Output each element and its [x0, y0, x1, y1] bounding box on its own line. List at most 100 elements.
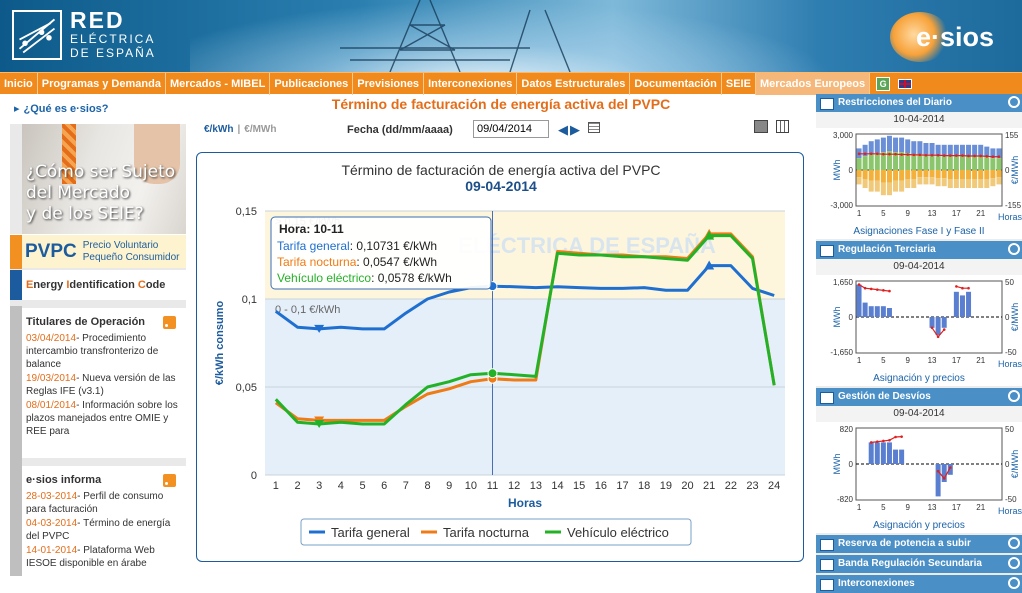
mini-bar[interactable] [911, 141, 917, 155]
mini-bar[interactable] [874, 153, 880, 170]
mini-bar[interactable] [966, 170, 972, 179]
mini-bar[interactable] [947, 144, 953, 157]
ree-logo-icon[interactable] [12, 10, 62, 60]
news-item[interactable]: 08/01/2014- Información sobre los plazos… [26, 399, 182, 438]
mini-bar[interactable] [966, 144, 972, 157]
what-is-esios-link[interactable]: ¿Qué es e·sios? [10, 94, 186, 124]
mini-bar[interactable] [923, 170, 929, 178]
legend-item[interactable]: Tarifa general [309, 525, 410, 540]
mini-bar[interactable] [862, 156, 868, 170]
news-item[interactable]: 19/03/2014- Nueva versión de las Reglas … [26, 372, 182, 398]
mini-bar[interactable] [941, 156, 947, 170]
eic-link[interactable]: Energy Identification Code [10, 270, 186, 300]
panel-header[interactable]: Restricciones del Diario [816, 94, 1022, 112]
rss-icon[interactable] [163, 316, 176, 329]
g-icon[interactable]: G [876, 76, 891, 91]
zoom-icon[interactable] [1008, 537, 1020, 549]
mini-bar[interactable] [899, 152, 905, 170]
mini-bar[interactable] [905, 153, 911, 170]
mini-bar[interactable] [862, 302, 868, 317]
mini-bar[interactable] [886, 151, 892, 170]
panel-header[interactable]: Regulación Terciaria [816, 241, 1022, 259]
mini-bar[interactable] [923, 143, 929, 156]
nav-item-documentacion[interactable]: Documentación [630, 72, 722, 95]
panel-header[interactable]: Banda Regulación Secundaria [816, 555, 1022, 573]
mini-bar[interactable] [941, 317, 947, 328]
mini-bar[interactable] [862, 144, 868, 157]
mini-bar[interactable] [905, 139, 911, 154]
mini-bar[interactable] [880, 182, 886, 196]
mini-bar[interactable] [868, 170, 874, 181]
nav-item-mercados-mibel[interactable]: Mercados - MIBEL [166, 72, 271, 95]
mini-bar[interactable] [935, 464, 941, 497]
mini-bar[interactable] [899, 180, 905, 192]
mini-bar[interactable] [935, 156, 941, 170]
mini-bar[interactable] [874, 180, 880, 192]
hover-point[interactable] [487, 368, 498, 379]
mini-bar[interactable] [899, 449, 905, 464]
mini-bar[interactable] [886, 135, 892, 152]
mini-bar[interactable] [929, 317, 935, 328]
panel-header[interactable]: Interconexiones [816, 575, 1022, 593]
mini-bar[interactable] [953, 291, 959, 317]
zoom-icon[interactable] [1008, 557, 1020, 569]
mini-bar[interactable] [978, 170, 984, 179]
zoom-icon[interactable] [1008, 96, 1020, 108]
mini-bar[interactable] [966, 179, 972, 188]
mini-bar[interactable] [978, 179, 984, 188]
mini-bar[interactable] [905, 170, 911, 179]
mini-bar[interactable] [966, 291, 972, 317]
mini-bar[interactable] [953, 156, 959, 170]
mini-bar[interactable] [959, 156, 965, 170]
mini-bar[interactable] [880, 152, 886, 170]
panel-caption[interactable]: Asignaciones Fase I y Fase II [853, 226, 985, 237]
zoom-icon[interactable] [1008, 577, 1020, 589]
mini-bar[interactable] [972, 144, 978, 157]
mini-bar[interactable] [941, 464, 947, 482]
esios-logo[interactable]: e·sios [880, 10, 1010, 62]
nav-item-interconexiones[interactable]: Interconexiones [424, 72, 518, 95]
mini-bar[interactable] [874, 442, 880, 464]
mini-bar[interactable] [959, 144, 965, 157]
market-subject-banner[interactable]: ¿Cómo ser Sujeto del Mercado y de los SE… [22, 124, 186, 234]
mini-bar[interactable] [953, 144, 959, 157]
mini-bar[interactable] [917, 170, 923, 178]
mini-bar[interactable] [947, 156, 953, 170]
nav-item-previsiones[interactable]: Previsiones [353, 72, 425, 95]
zoom-icon[interactable] [1008, 243, 1020, 255]
max-marker[interactable] [704, 260, 715, 270]
mini-bar[interactable] [911, 170, 917, 179]
mini-bar[interactable] [856, 284, 862, 317]
mini-bar[interactable] [966, 156, 972, 170]
mini-bar[interactable] [874, 306, 880, 317]
mini-bar[interactable] [929, 155, 935, 170]
mini-bar[interactable] [899, 170, 905, 181]
mini-bar[interactable] [978, 144, 984, 157]
mini-bar[interactable] [856, 177, 862, 185]
calendar-icon[interactable] [588, 122, 600, 133]
mini-bar[interactable] [917, 177, 923, 185]
nav-item-programas[interactable]: Programas y Demanda [38, 72, 166, 95]
mini-bar[interactable] [899, 137, 905, 153]
legend-item[interactable]: Vehículo eléctrico [545, 525, 669, 540]
mini-bar[interactable] [990, 148, 996, 159]
panel-caption[interactable]: Asignación y precios [873, 373, 965, 384]
mini-bar[interactable] [868, 141, 874, 155]
mini-bar[interactable] [886, 170, 892, 183]
mini-bar[interactable] [874, 170, 880, 181]
mini-bar[interactable] [959, 295, 965, 317]
mini-bar[interactable] [911, 179, 917, 188]
prev-day-icon[interactable]: ◀ [558, 122, 568, 137]
legend-item[interactable]: Tarifa nocturna [421, 525, 530, 540]
rss-icon[interactable] [163, 474, 176, 487]
mini-bar[interactable] [917, 154, 923, 170]
table-view-icon[interactable] [776, 120, 789, 133]
mini-bar[interactable] [972, 170, 978, 179]
mini-bar[interactable] [856, 158, 862, 170]
mini-bar[interactable] [893, 170, 899, 181]
unit-mwh-link[interactable]: €/MWh [244, 124, 277, 135]
nav-item-inicio[interactable]: Inicio [0, 72, 38, 95]
mini-bar[interactable] [874, 139, 880, 154]
mini-bar[interactable] [972, 156, 978, 170]
mini-bar[interactable] [947, 464, 953, 475]
